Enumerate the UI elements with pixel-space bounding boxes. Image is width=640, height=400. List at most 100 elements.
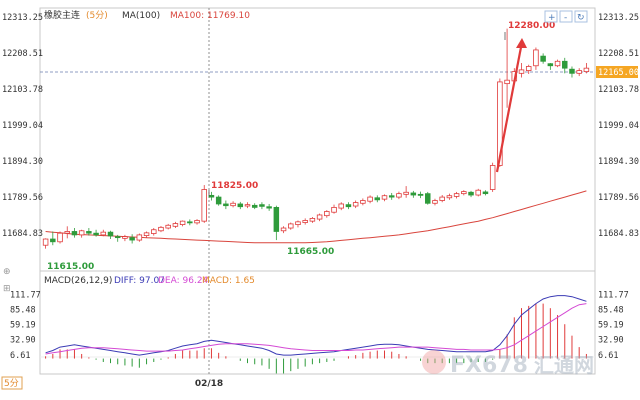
candle-body xyxy=(78,230,85,236)
candle-body xyxy=(280,227,287,232)
main-pane-frame xyxy=(39,7,596,272)
candle-body xyxy=(547,63,554,67)
candle-body xyxy=(114,236,121,239)
zoom-out-button[interactable]: - xyxy=(559,10,573,23)
candle-body xyxy=(64,231,70,234)
macd-y-tick-left: 59.19 xyxy=(10,321,36,331)
high-price-label: 12280.00 xyxy=(508,21,555,31)
candle-body xyxy=(417,193,424,196)
candle-body xyxy=(151,229,157,234)
candle-body xyxy=(223,203,229,207)
y-tick-right: 11684.83 xyxy=(598,229,639,239)
macd-y-tick-left: 6.61 xyxy=(10,351,30,361)
candle-body xyxy=(295,221,301,225)
macd-dea-value: DEA: 96.24 xyxy=(158,276,209,286)
watermark-text: FX678 xyxy=(450,353,528,378)
candles-group xyxy=(42,28,590,249)
candle-body xyxy=(569,68,575,74)
candle-body xyxy=(432,200,438,204)
candle-body xyxy=(309,217,316,222)
candle-body xyxy=(266,206,272,209)
candle-body xyxy=(93,232,99,236)
last-price-tag: 12165.00 xyxy=(598,68,639,78)
macd-hist-value: MACD: 1.65 xyxy=(202,276,255,286)
candle-body xyxy=(352,202,359,207)
y-tick-right: 11894.30 xyxy=(598,157,639,167)
ma-value: MA100: 11769.10 xyxy=(170,11,250,21)
candle-body xyxy=(525,66,532,71)
candle-body xyxy=(86,231,92,234)
candle-body xyxy=(251,204,258,208)
y-tick-right: 11999.04 xyxy=(598,121,639,131)
watermark-text-cn: 汇通网 xyxy=(534,353,594,377)
y-tick-left: 11894.30 xyxy=(2,157,43,167)
reset-button[interactable]: ↻ xyxy=(574,10,588,23)
candle-body xyxy=(540,55,546,62)
candle-body xyxy=(230,202,236,207)
candle-body xyxy=(576,70,582,74)
candle-body xyxy=(554,60,561,67)
macd-y-tick-right: 32.90 xyxy=(598,336,624,346)
y-tick-right: 11789.56 xyxy=(598,193,639,203)
interval-label: (5分) xyxy=(86,10,108,21)
candle-body xyxy=(302,220,308,223)
candle-body xyxy=(273,206,280,232)
macd-diff-value: DIFF: 97.07 xyxy=(114,276,165,286)
candle-body xyxy=(381,195,388,200)
interval-select-button[interactable]: 5分 xyxy=(1,376,23,390)
candle-body xyxy=(504,79,510,85)
y-tick-left: 11684.83 xyxy=(2,229,43,239)
macd-y-tick-left: 32.90 xyxy=(10,336,36,346)
macd-y-tick-right: 59.19 xyxy=(598,321,624,331)
candle-body xyxy=(583,67,590,73)
svg-text:+: + xyxy=(548,13,556,23)
y-tick-left: 12103.78 xyxy=(2,85,43,95)
candle-body xyxy=(425,193,431,204)
candle-body xyxy=(172,223,179,227)
candle-body xyxy=(194,220,200,224)
mid-low-price-label: 11665.00 xyxy=(287,247,334,257)
candle-body xyxy=(562,60,568,69)
candle-body xyxy=(475,189,481,196)
macd-dea-line xyxy=(45,303,587,355)
high-annotation: 12280.00 xyxy=(495,21,555,173)
candle-body xyxy=(468,191,474,196)
candle-body xyxy=(158,226,164,232)
candle-body xyxy=(129,237,135,241)
candle-body xyxy=(215,196,222,205)
candle-body xyxy=(50,238,56,243)
low-price-label: 11615.00 xyxy=(47,262,94,272)
zoom-in-button[interactable]: + xyxy=(544,10,558,23)
macd-label: MACD(26,12,9) xyxy=(44,276,112,286)
watermark: FX678 汇通网 xyxy=(422,350,594,378)
mid-low-annotation: 11665.00 xyxy=(287,247,334,257)
indicator-icon[interactable]: ⊞ xyxy=(3,284,11,294)
settings-icon[interactable]: ⊕ xyxy=(3,267,11,277)
svg-text:-: - xyxy=(564,13,567,23)
macd-y-tick-left: 85.48 xyxy=(10,306,36,316)
date-axis-label: 02/18 xyxy=(195,379,223,389)
candle-body xyxy=(453,193,460,197)
last-price-tag-bg xyxy=(596,66,638,78)
candle-body xyxy=(388,195,395,198)
ma100-line xyxy=(45,190,587,244)
candle-body xyxy=(179,220,186,225)
candle-body xyxy=(367,196,373,202)
candle-body xyxy=(518,69,525,74)
svg-text:↻: ↻ xyxy=(577,13,585,23)
y-axis-ticks: 12313.25 12313.25 12208.51 12208.51 12103.78… xyxy=(2,13,639,239)
candle-body xyxy=(259,204,265,207)
y-tick-left: 11789.56 xyxy=(2,193,43,203)
candle-body xyxy=(165,224,171,229)
candle-body xyxy=(461,191,467,195)
candle-body xyxy=(439,196,445,201)
ma-label: MA(100) xyxy=(122,11,160,21)
macd-diff-line xyxy=(45,295,587,356)
macd-y-tick-right: 85.48 xyxy=(598,306,624,316)
macd-histogram xyxy=(45,303,587,374)
y-tick-left: 12313.25 xyxy=(2,13,43,23)
candle-body xyxy=(489,165,496,190)
candle-body xyxy=(237,203,244,208)
candle-body xyxy=(187,221,193,224)
